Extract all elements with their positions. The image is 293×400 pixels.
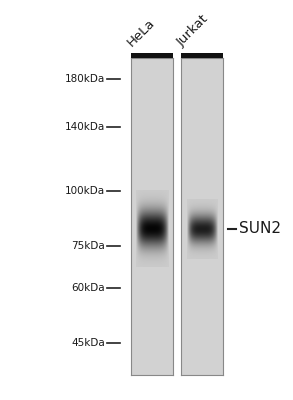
Text: 60kDa: 60kDa	[71, 283, 105, 293]
Text: 140kDa: 140kDa	[65, 122, 105, 132]
Bar	[181, 58, 223, 375]
Text: 75kDa: 75kDa	[71, 241, 105, 251]
Text: 180kDa: 180kDa	[65, 74, 105, 84]
Text: 100kDa: 100kDa	[65, 186, 105, 196]
Bar	[131, 58, 173, 375]
Text: SUN2: SUN2	[239, 221, 281, 236]
Text: Jurkat: Jurkat	[175, 13, 212, 49]
Text: HeLa: HeLa	[125, 16, 158, 49]
Text: 45kDa: 45kDa	[71, 338, 105, 348]
Bar	[131, 53, 173, 58]
Bar	[181, 53, 223, 58]
